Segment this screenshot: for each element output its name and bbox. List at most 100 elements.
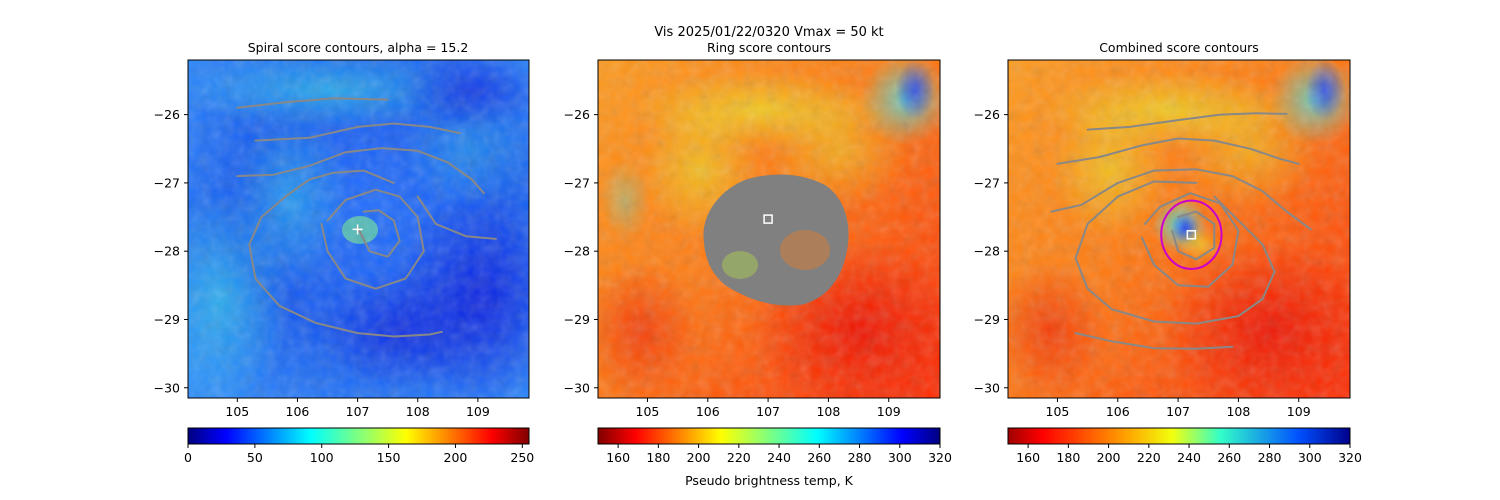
contour-line [236,97,389,109]
contour-line [1074,180,1276,325]
y-tick-label: −26 [974,107,1000,122]
y-ticks: −26 −27 −28 −29 −30 [154,107,188,395]
colorbar-label: Pseudo brightness temp, K [685,473,854,488]
x-ticks: 105 106 107 108 109 [636,398,901,419]
panel-combined: Combined score contours 105 106 107 108 109 … [974,40,1362,465]
colorbar-tick-label: 150 [377,450,401,465]
x-ticks: 105 106 107 108 109 [1046,398,1311,419]
colorbar-tick-label: 300 [1298,450,1322,465]
colorbar-ticks: 160 180 200 220 240 260 280 300 320 [606,444,952,465]
colorbar-tick-label: 240 [1177,450,1201,465]
y-tick-label: −27 [974,175,1000,190]
plus-marker [352,224,363,235]
y-tick-label: −27 [564,175,590,190]
colorbar-tick-label: 50 [247,450,263,465]
contour-line [1140,192,1240,288]
x-ticks: 105 106 107 108 109 [225,398,490,419]
center-marker [1186,230,1197,240]
colorbar-tick-label: 320 [1338,450,1362,465]
contour-line [236,147,485,195]
x-tick-label: 108 [406,404,430,419]
y-tick-label: −26 [154,107,180,122]
colorbar-tick-label: 250 [510,450,534,465]
y-ticks: −26 −27 −28 −29 −30 [974,107,1008,395]
x-tick-label: 105 [636,404,660,419]
spiral-contours [236,97,497,338]
contour-line [416,195,497,240]
contour-line [1171,210,1216,261]
y-ticks: −26 −27 −28 −29 −30 [564,107,598,395]
square-marker [763,214,773,224]
colorbar-ticks: 160 180 200 220 240 260 280 300 320 [1016,444,1362,465]
colorbar-ticks: 0 50 100 150 200 250 [184,444,534,465]
y-tick-label: −28 [154,244,180,259]
y-tick-label: −27 [154,175,180,190]
x-tick-label: 106 [696,404,720,419]
eye-circle [1160,199,1223,270]
colorbar [187,427,530,445]
plot-frame [187,59,530,399]
colorbar-tick-label: 0 [184,450,192,465]
panel-title: Spiral score contours, alpha = 15.2 [248,40,469,55]
y-tick-label: −30 [564,380,590,395]
combined-contours [1050,112,1312,350]
y-tick-label: −29 [154,312,180,327]
x-tick-label: 107 [346,404,370,419]
plot-frame [597,59,941,399]
contour-line [1056,137,1300,165]
contour-line [254,122,461,142]
contour-line [1050,168,1312,231]
colorbar-tick-label: 180 [646,450,670,465]
colorbar-tick-label: 320 [928,450,952,465]
colorbar-tick-label: 100 [310,450,334,465]
satellite-image [598,60,940,398]
y-tick-label: −28 [974,244,1000,259]
colorbar-tick-label: 220 [727,450,751,465]
contour-line [356,209,401,258]
panel-ring: Ring score contours 105 106 107 108 109 −26−… [564,40,952,488]
colorbar-tick-label: 200 [1097,450,1121,465]
colorbar-tick-label: 240 [767,450,791,465]
y-tick-label: −28 [564,244,590,259]
colorbar-tick-label: 180 [1056,450,1080,465]
colorbar-tick-label: 160 [1016,450,1040,465]
center-marker [352,224,363,235]
panel-title: Ring score contours [707,40,831,55]
x-tick-label: 109 [877,404,901,419]
contour-line [248,169,443,338]
eye-circle-ring [1160,199,1223,270]
colorbar-tick-label: 300 [888,450,912,465]
x-tick-label: 109 [466,404,490,419]
panel-title: Combined score contours [1099,40,1259,55]
center-marker [763,214,773,224]
figure-suptitle: Vis 2025/01/22/0320 Vmax = 50 kt [654,25,883,40]
satellite-image [188,60,529,398]
ring-score-speckle [780,230,830,270]
colorbar [1007,427,1351,445]
contour-line [1086,112,1288,131]
x-tick-label: 108 [816,404,840,419]
plot-frame [1007,59,1351,399]
x-tick-label: 109 [1287,404,1311,419]
y-tick-label: −30 [154,380,180,395]
x-tick-label: 107 [1166,404,1190,419]
ring-score-blob [703,174,849,306]
satellite-image [1008,60,1350,398]
y-tick-label: −30 [974,380,1000,395]
colorbar-tick-label: 280 [848,450,872,465]
x-tick-label: 106 [286,404,310,419]
y-tick-label: −26 [564,107,590,122]
colorbar-tick-label: 160 [606,450,630,465]
ring-score-speckle [722,251,758,279]
colorbar [597,427,941,445]
colorbar-tick-label: 260 [1217,450,1241,465]
square-marker [1186,230,1197,240]
y-tick-label: −29 [974,312,1000,327]
colorbar-tick-label: 280 [1258,450,1282,465]
x-tick-label: 108 [1226,404,1250,419]
x-tick-label: 105 [225,404,249,419]
x-tick-label: 105 [1046,404,1070,419]
colorbar-tick-label: 260 [807,450,831,465]
colorbar-tick-label: 200 [444,450,468,465]
